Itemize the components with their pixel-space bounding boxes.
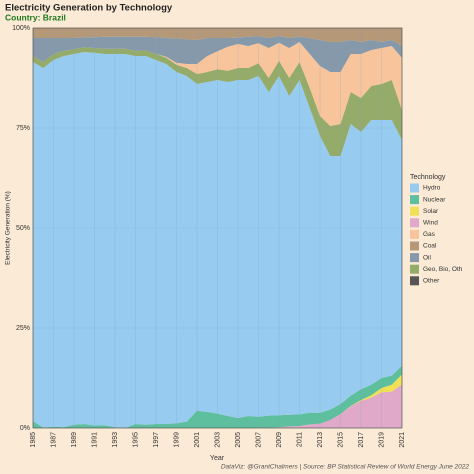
y-tick-label: 0% [20, 425, 30, 432]
legend-swatch [410, 195, 419, 205]
area [33, 384, 402, 428]
legend-swatch [410, 218, 419, 228]
legend-label: Oil [423, 254, 432, 261]
y-tick-label: 25% [16, 325, 30, 332]
area [33, 42, 402, 126]
chart-title: Electricity Generation by Technology [5, 3, 173, 14]
area [33, 365, 402, 428]
x-tick-label: 2011 [296, 432, 303, 447]
legend-swatch [410, 276, 419, 286]
legend-label: Gas [423, 231, 436, 238]
x-tick-label: 1995 [132, 432, 139, 448]
x-tick-label: 2015 [337, 432, 344, 448]
x-tick-label: 2021 [399, 432, 406, 448]
x-tick-label: 1991 [91, 432, 98, 448]
legend-label: Solar [423, 208, 439, 215]
x-tick-label: 2005 [235, 432, 242, 448]
area [33, 36, 402, 72]
legend-swatch [410, 264, 419, 274]
x-tick-label: 2019 [378, 432, 385, 448]
legend-swatch [410, 241, 419, 251]
x-tick-label: 2009 [276, 432, 283, 448]
area [33, 52, 402, 428]
area [33, 28, 402, 46]
chart-subtitle: Country: Brazil [5, 12, 66, 22]
y-tick-label: 75% [16, 125, 30, 132]
x-tick-label: 1997 [153, 432, 160, 448]
legend-swatch [410, 229, 419, 239]
legend-label: Geo, Bio, Oth [423, 266, 463, 273]
x-tick-label: 2007 [255, 432, 262, 448]
y-tick-label: 100% [12, 25, 30, 32]
legend-label: Coal [423, 243, 437, 250]
plot-border [32, 27, 403, 429]
x-tick-label: 2001 [194, 432, 201, 448]
x-tick-label: 1993 [112, 432, 119, 448]
x-tick-label: 2017 [358, 432, 365, 448]
x-tick-label: 1987 [50, 432, 57, 448]
x-tick-label: 2003 [214, 432, 221, 448]
y-tick-label: 50% [16, 225, 30, 232]
x-tick-label: 1989 [71, 432, 78, 448]
legend-label: Other [423, 278, 440, 285]
legend-label: Nuclear [423, 196, 446, 203]
legend-title: Technology [410, 174, 446, 181]
legend-label: Hydro [423, 185, 441, 192]
x-tick-label: 2013 [317, 432, 324, 448]
x-tick-label: 1999 [173, 432, 180, 448]
x-axis-title: Year [210, 455, 225, 462]
legend-swatch [410, 253, 419, 263]
x-tick-label: 1985 [30, 432, 37, 448]
legend-label: Wind [423, 220, 438, 227]
y-axis-title: Electricity Generation (%) [5, 191, 12, 265]
legend-swatch [410, 206, 419, 216]
caption: DataViz: @GrantChalmers | Source: BP Sta… [221, 464, 470, 471]
legend-swatch [410, 183, 419, 193]
